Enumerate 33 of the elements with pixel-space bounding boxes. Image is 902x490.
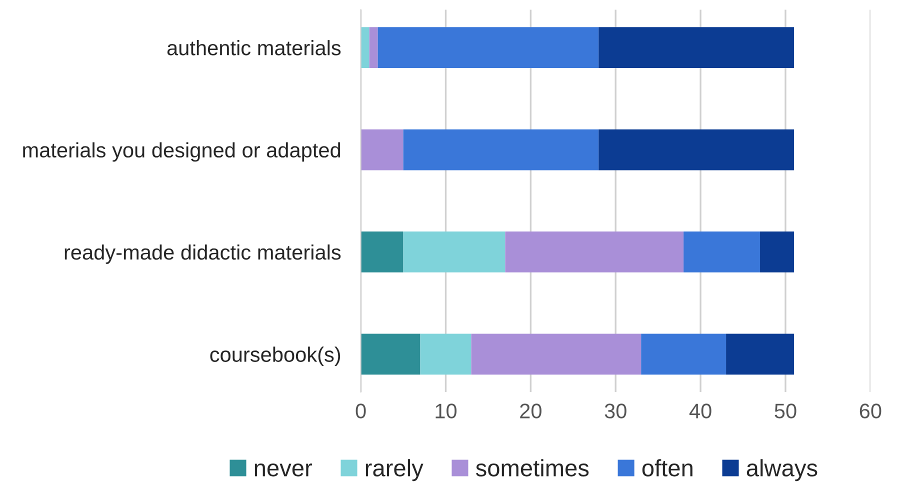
- bar: [403, 129, 599, 170]
- y-tick-label: authentic materials: [167, 40, 341, 56]
- y-tick-label: materials you designed or adapted: [23, 142, 340, 162]
- x-tick-label: 20: [520, 404, 542, 418]
- x-tick-label: 50: [774, 404, 796, 418]
- bar: [684, 232, 760, 272]
- bar: [471, 334, 642, 375]
- x-tick-label: 0: [356, 404, 366, 418]
- bar: [378, 27, 599, 68]
- bar: [420, 334, 472, 375]
- bar: [360, 232, 404, 272]
- x-tick-label: 10: [436, 404, 457, 418]
- bar: [641, 334, 726, 375]
- y-tick-label: coursebook(s): [210, 346, 340, 366]
- bar: [360, 129, 404, 170]
- legend-label: never: [254, 464, 312, 476]
- x-tick-label: 60: [860, 404, 882, 418]
- bar: [403, 232, 506, 272]
- bar: [505, 232, 684, 272]
- bar: [726, 334, 794, 375]
- bar: [360, 27, 370, 68]
- legend-label: rarely: [366, 459, 424, 482]
- bar: [598, 27, 794, 68]
- legend-label: often: [642, 459, 692, 476]
- bar: [760, 232, 794, 272]
- x-tick-label: 30: [604, 404, 626, 418]
- legend-label: sometimes: [476, 459, 589, 476]
- x-tick-label: 40: [689, 404, 712, 418]
- legend-label: always: [746, 459, 818, 482]
- bar: [360, 334, 420, 375]
- y-tick-label: ready-made didactic materials: [64, 244, 341, 264]
- bar: [369, 27, 378, 68]
- bar: [598, 129, 794, 170]
